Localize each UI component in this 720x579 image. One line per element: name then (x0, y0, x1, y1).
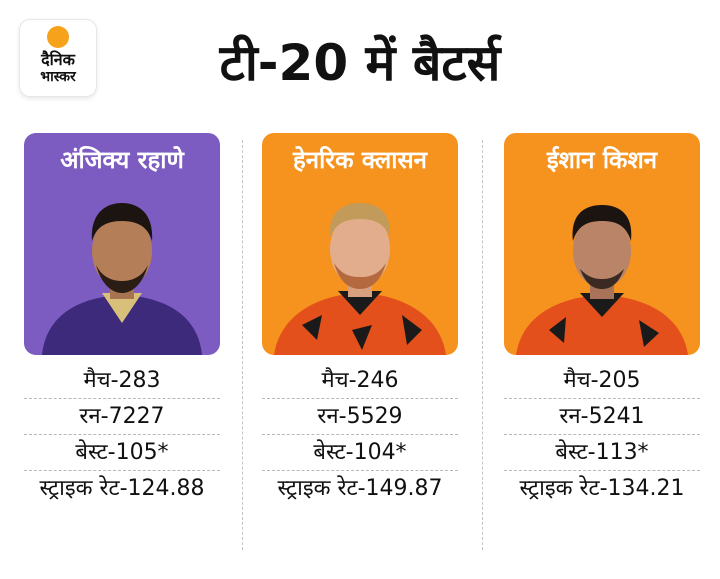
player-portrait (274, 203, 446, 355)
stat-best: बेस्ट-104* (262, 435, 458, 471)
player-column-kishan: ईशान किशन मैच-205 रन-5241 बेस्ट-113* स्ट… (504, 133, 700, 506)
player-portrait (42, 203, 202, 355)
stat-matches: मैच-205 (504, 363, 700, 399)
player-name: ईशान किशन (546, 146, 658, 174)
player-name: अंजिक्य रहाणे (60, 146, 184, 174)
player-portrait (516, 205, 688, 355)
player-card: अंजिक्य रहाणे (24, 133, 220, 355)
page-title: टी-20 में बैटर्स (219, 34, 501, 92)
logo-line-1: दैनिक (41, 50, 75, 69)
player-name: हेनरिक क्लासन (293, 146, 427, 174)
sun-icon (47, 26, 69, 48)
column-divider (242, 140, 243, 550)
stat-matches: मैच-246 (262, 363, 458, 399)
brand-logo: दैनिक भास्कर (20, 20, 96, 96)
stat-matches: मैच-283 (24, 363, 220, 399)
stat-strike-rate: स्ट्राइक रेट-149.87 (277, 476, 443, 501)
player-column-rahane: अंजिक्य रहाणे मैच-283 रन-7227 बेस्ट-105*… (24, 133, 220, 506)
logo-line-2: भास्कर (40, 69, 76, 85)
column-divider (482, 140, 483, 550)
stat-runs: रन-5529 (262, 399, 458, 435)
stat-runs: रन-7227 (24, 399, 220, 435)
stat-strike-rate: स्ट्राइक रेट-134.21 (519, 476, 685, 501)
stat-runs: रन-5241 (504, 399, 700, 435)
stat-best: बेस्ट-105* (24, 435, 220, 471)
player-column-klaasen: हेनरिक क्लासन मैच-246 रन-5529 बेस्ट-104*… (262, 133, 458, 506)
player-card: ईशान किशन (504, 133, 700, 355)
stat-strike-rate: स्ट्राइक रेट-124.88 (39, 476, 205, 501)
player-card: हेनरिक क्लासन (262, 133, 458, 355)
stat-best: बेस्ट-113* (504, 435, 700, 471)
